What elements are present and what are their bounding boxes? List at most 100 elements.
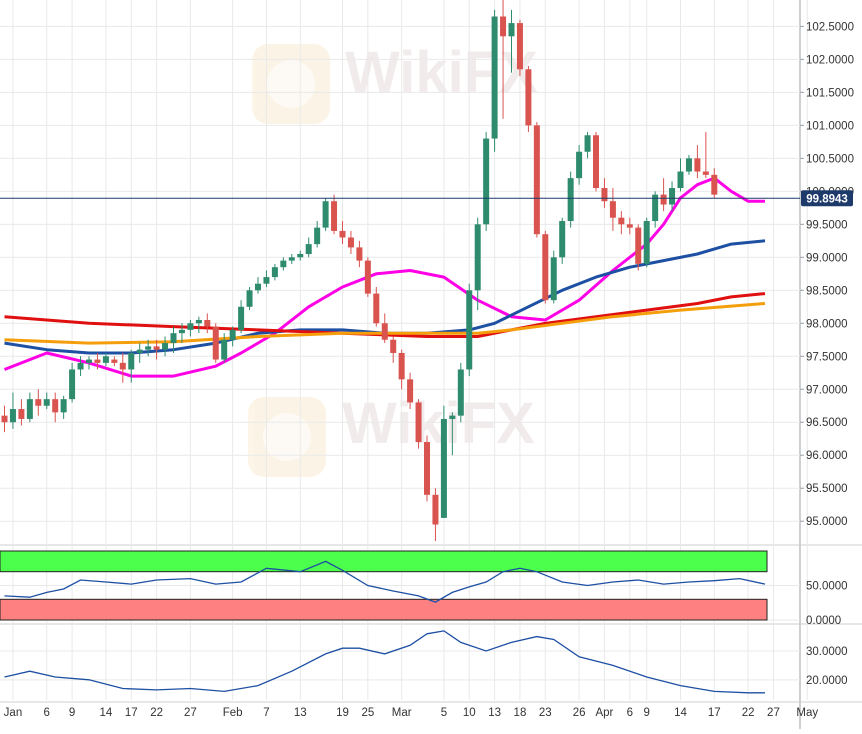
x-tick-label: Jan xyxy=(4,707,23,719)
x-tick-label: 17 xyxy=(125,707,138,719)
candle xyxy=(424,435,430,502)
candle-body xyxy=(297,254,304,258)
candle-body xyxy=(440,418,447,518)
candle xyxy=(618,211,625,235)
x-tick-label: 27 xyxy=(767,707,780,719)
candle-body xyxy=(432,494,439,525)
candle xyxy=(669,181,676,212)
candle xyxy=(322,197,329,231)
candle xyxy=(516,19,523,76)
y-tick-label: 101.5000 xyxy=(806,87,854,99)
x-tick-label: 27 xyxy=(184,707,197,719)
wikifx-watermark-top: WikiFX xyxy=(252,40,538,124)
candle-body xyxy=(483,138,490,225)
candle xyxy=(550,250,557,304)
candle-body xyxy=(398,352,405,380)
candle-body xyxy=(187,323,194,330)
candle xyxy=(221,333,228,363)
candle-body xyxy=(35,399,42,406)
candle xyxy=(576,145,583,185)
candle-body xyxy=(525,69,532,126)
axis-layer: Jan 6 9 14 17 22 27 Feb 7 13 19 25 Mar 5 10 13 18 23 26 Apr… xyxy=(0,21,854,719)
y-tick-label: 100.5000 xyxy=(806,153,854,165)
candle-body xyxy=(593,135,599,189)
candle-body xyxy=(221,339,228,360)
x-tick-label: 17 xyxy=(708,707,721,719)
candle xyxy=(677,158,684,192)
candle-body xyxy=(635,227,642,264)
x-tick-label: 19 xyxy=(336,707,349,719)
candle-body xyxy=(69,369,76,400)
x-tick-label: 7 xyxy=(263,707,269,719)
x-tick-label: 26 xyxy=(573,707,586,719)
candle-body xyxy=(43,399,50,406)
candle-body xyxy=(9,409,16,423)
candle-body xyxy=(347,237,354,248)
candle-body xyxy=(533,125,540,235)
x-tick-label: 13 xyxy=(488,707,501,719)
indicator-1-y-tick-label: 50.0000 xyxy=(806,581,848,593)
candle-body xyxy=(77,362,84,370)
candlestick-layer xyxy=(1,0,718,541)
candle-body xyxy=(424,442,430,495)
candle xyxy=(449,412,456,456)
candle-body xyxy=(364,260,371,294)
candle xyxy=(660,178,667,212)
candle-body xyxy=(702,171,709,175)
candle-body xyxy=(694,158,701,172)
y-tick-label: 96.5000 xyxy=(806,417,848,429)
candle xyxy=(255,277,261,294)
candle xyxy=(525,65,532,132)
x-tick-label: 6 xyxy=(44,707,50,719)
candle-body xyxy=(711,174,718,195)
candle-body xyxy=(263,277,270,284)
candle xyxy=(542,230,549,304)
candle-body xyxy=(94,359,101,363)
candle xyxy=(18,399,25,426)
candle-body xyxy=(407,379,414,403)
overbought-zone xyxy=(0,550,768,573)
indicator-1-panel xyxy=(0,550,768,621)
candle xyxy=(195,316,202,334)
x-tick-label: Mar xyxy=(392,707,412,719)
candle xyxy=(432,488,439,541)
x-tick-label: 10 xyxy=(463,707,476,719)
x-tick-label: 22 xyxy=(150,707,163,719)
indicator-1-line xyxy=(4,560,766,603)
candle-body xyxy=(626,224,633,228)
candle xyxy=(288,254,295,264)
candle-body xyxy=(238,306,245,330)
y-tick-label: 102.5000 xyxy=(806,21,854,33)
candle-body xyxy=(474,224,481,291)
candle xyxy=(9,392,16,429)
candle xyxy=(204,313,211,334)
candle-body xyxy=(669,188,676,205)
candle xyxy=(694,145,701,179)
candle-body xyxy=(119,362,126,370)
candle-body xyxy=(255,283,261,291)
y-tick-label: 95.5000 xyxy=(806,483,848,495)
candle xyxy=(593,131,599,192)
candle-body xyxy=(685,158,692,172)
candle-body xyxy=(178,329,185,334)
candle xyxy=(500,0,507,119)
candle xyxy=(102,352,109,367)
moving-averages-layer xyxy=(3,176,766,378)
candle xyxy=(119,352,126,383)
candle xyxy=(508,9,515,73)
candle-body xyxy=(86,359,92,363)
candle xyxy=(178,323,185,344)
candle-body xyxy=(381,323,388,340)
candle-body xyxy=(280,260,287,268)
y-tick-label: 95.0000 xyxy=(806,516,848,528)
x-tick-label: 9 xyxy=(69,707,75,719)
candle-body xyxy=(26,399,33,419)
candle-body xyxy=(466,290,473,370)
candle-body xyxy=(373,293,380,324)
candle-body xyxy=(288,257,295,261)
candle-body xyxy=(491,16,498,139)
candle-body xyxy=(111,359,118,363)
indicator-2-panel xyxy=(4,630,765,694)
candle-body xyxy=(246,290,253,307)
